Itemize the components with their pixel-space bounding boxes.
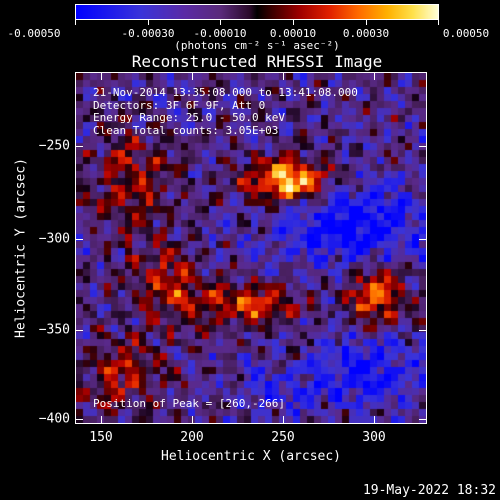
x-tick: [283, 416, 284, 424]
colorbar-tick: [220, 20, 221, 25]
render-timestamp: 19-May-2022 18:32: [362, 483, 496, 498]
y-tick: [419, 146, 427, 147]
annotation-method: Clean Total counts: 3.05E+03: [93, 123, 279, 137]
image-plot-area: 21-Nov-2014 13:35:08.000 to 13:41:08.000…: [75, 72, 427, 424]
x-tick: [374, 416, 375, 424]
x-tick-label: 150: [89, 430, 113, 445]
x-tick: [192, 72, 193, 80]
x-tick: [192, 416, 193, 424]
colorbar-tick: [293, 20, 294, 25]
x-tick: [374, 72, 375, 80]
annotation-time-range: 21-Nov-2014 13:35:08.000 to 13:41:08.000: [93, 86, 358, 99]
y-tick: [75, 146, 83, 147]
annotation-energy-range: Energy Range: 25.0 - 50.0 keV: [93, 111, 286, 124]
y-tick-label: −300: [38, 231, 70, 247]
x-tick: [283, 72, 284, 80]
x-tick-label: 200: [180, 430, 204, 445]
colorbar-tick-label: 0.00050: [442, 27, 490, 40]
annotation-detectors: Detectors: 3F 6F 9F, Att 0: [93, 98, 266, 112]
x-tick: [101, 72, 102, 80]
colorbar-tick: [75, 20, 76, 25]
colorbar-tick-label: -0.00010: [193, 27, 247, 40]
y-tick: [419, 330, 427, 331]
x-tick-label: 300: [362, 430, 386, 445]
y-axis-label: Heliocentric Y (arcsec): [13, 157, 29, 339]
colorbar-tick-label: 0.00010: [269, 27, 317, 40]
x-tick: [101, 416, 102, 424]
x-tick-label: 250: [271, 430, 295, 445]
y-tick: [75, 330, 83, 331]
colorbar-tick: [366, 20, 367, 25]
annotation-peak-position: Position of Peak = [260,-266]: [93, 397, 286, 410]
reconstructed-image-heatmap: [76, 73, 426, 423]
y-tick: [75, 239, 83, 240]
colorbar-tick-label: 0.00030: [342, 27, 390, 40]
colorbar-tick-label: -0.00050: [7, 27, 61, 40]
y-tick: [419, 419, 427, 420]
colorbar-tick: [438, 20, 439, 25]
y-tick: [75, 419, 83, 420]
y-tick-label: −250: [38, 138, 70, 154]
colorbar: [75, 4, 439, 20]
colorbar-units: (photons cm⁻² s⁻¹ asec⁻²): [174, 39, 340, 52]
y-tick-label: −400: [38, 411, 70, 427]
x-axis-label: Heliocentric X (arcsec): [160, 449, 342, 464]
y-tick-label: −350: [38, 322, 70, 338]
colorbar-tick-label: -0.00030: [121, 27, 175, 40]
y-tick: [419, 239, 427, 240]
plot-title: Reconstructed RHESSI Image: [131, 52, 383, 71]
colorbar-tick: [148, 20, 149, 25]
